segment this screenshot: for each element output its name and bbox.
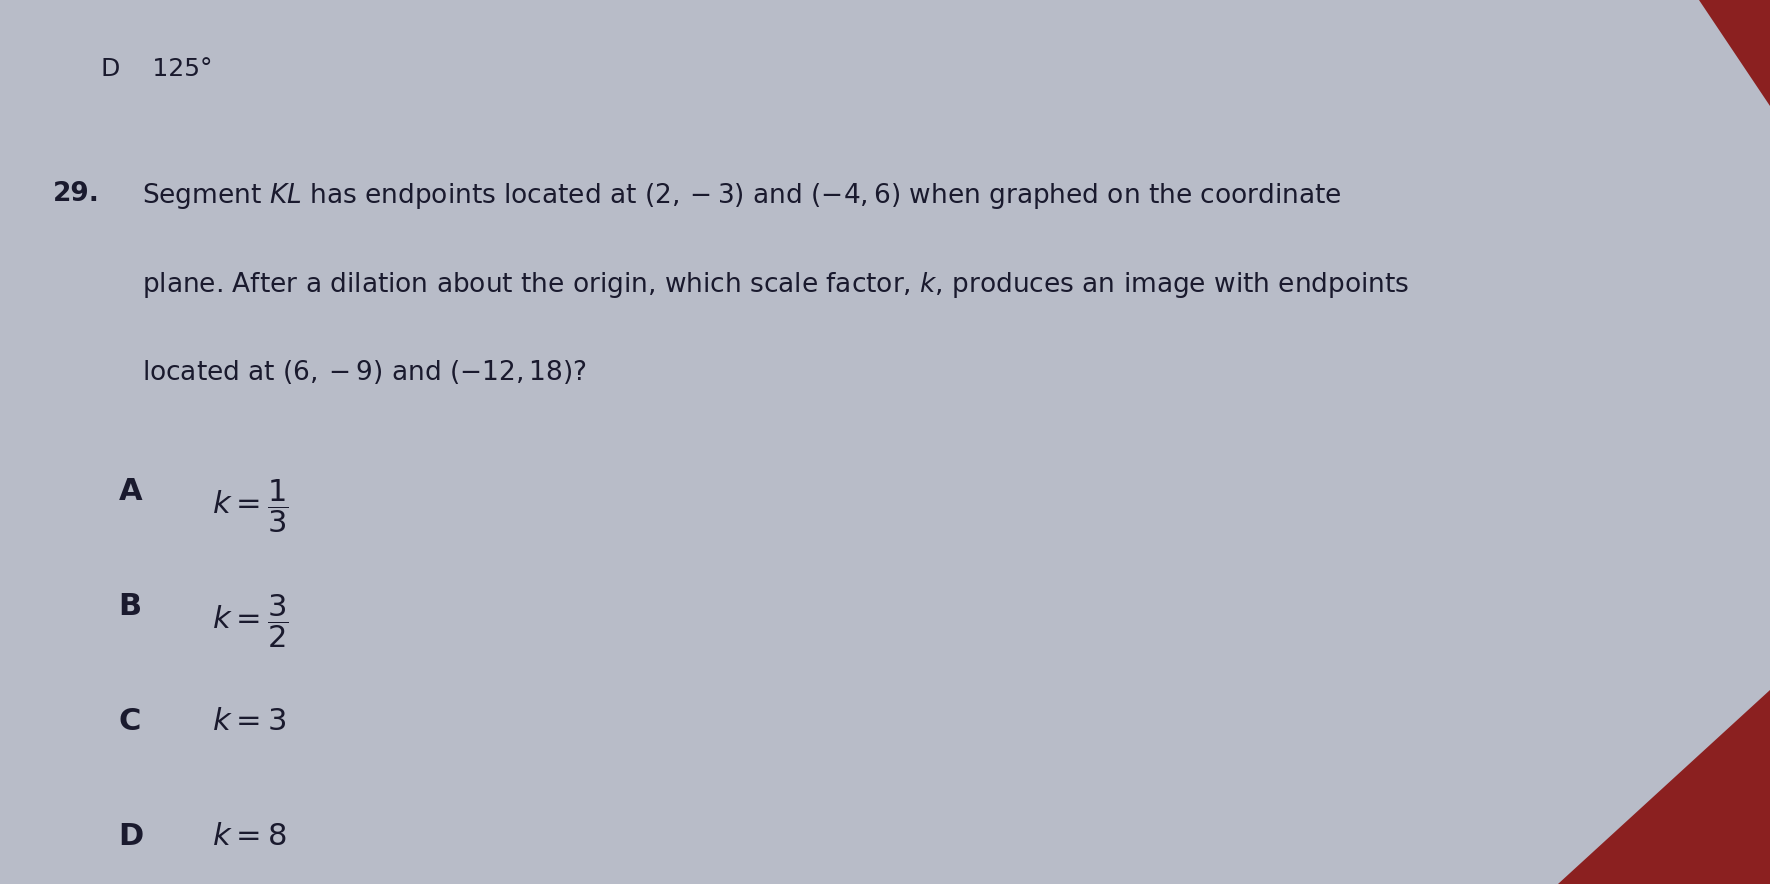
Polygon shape: [1699, 0, 1770, 106]
Text: located at $(6,-9)$ and $(-12,18)$?: located at $(6,-9)$ and $(-12,18)$?: [142, 358, 586, 386]
Text: 29.: 29.: [53, 181, 99, 207]
Text: $k=8$: $k=8$: [212, 822, 287, 851]
Text: plane. After a dilation about the origin, which scale factor, $k$, produces an i: plane. After a dilation about the origin…: [142, 270, 1409, 300]
Text: Segment $\mathit{KL}$ has endpoints located at $(2,-3)$ and $(-4,6)$ when graphe: Segment $\mathit{KL}$ has endpoints loca…: [142, 181, 1342, 211]
Polygon shape: [1558, 690, 1770, 884]
Text: $k=3$: $k=3$: [212, 707, 287, 736]
Text: A: A: [119, 477, 142, 507]
Text: C: C: [119, 707, 142, 736]
Text: D    125°: D 125°: [101, 57, 212, 81]
Text: $k=\dfrac{1}{3}$: $k=\dfrac{1}{3}$: [212, 477, 289, 535]
Text: D: D: [119, 822, 143, 851]
Text: $k=\dfrac{3}{2}$: $k=\dfrac{3}{2}$: [212, 592, 289, 650]
Text: B: B: [119, 592, 142, 621]
